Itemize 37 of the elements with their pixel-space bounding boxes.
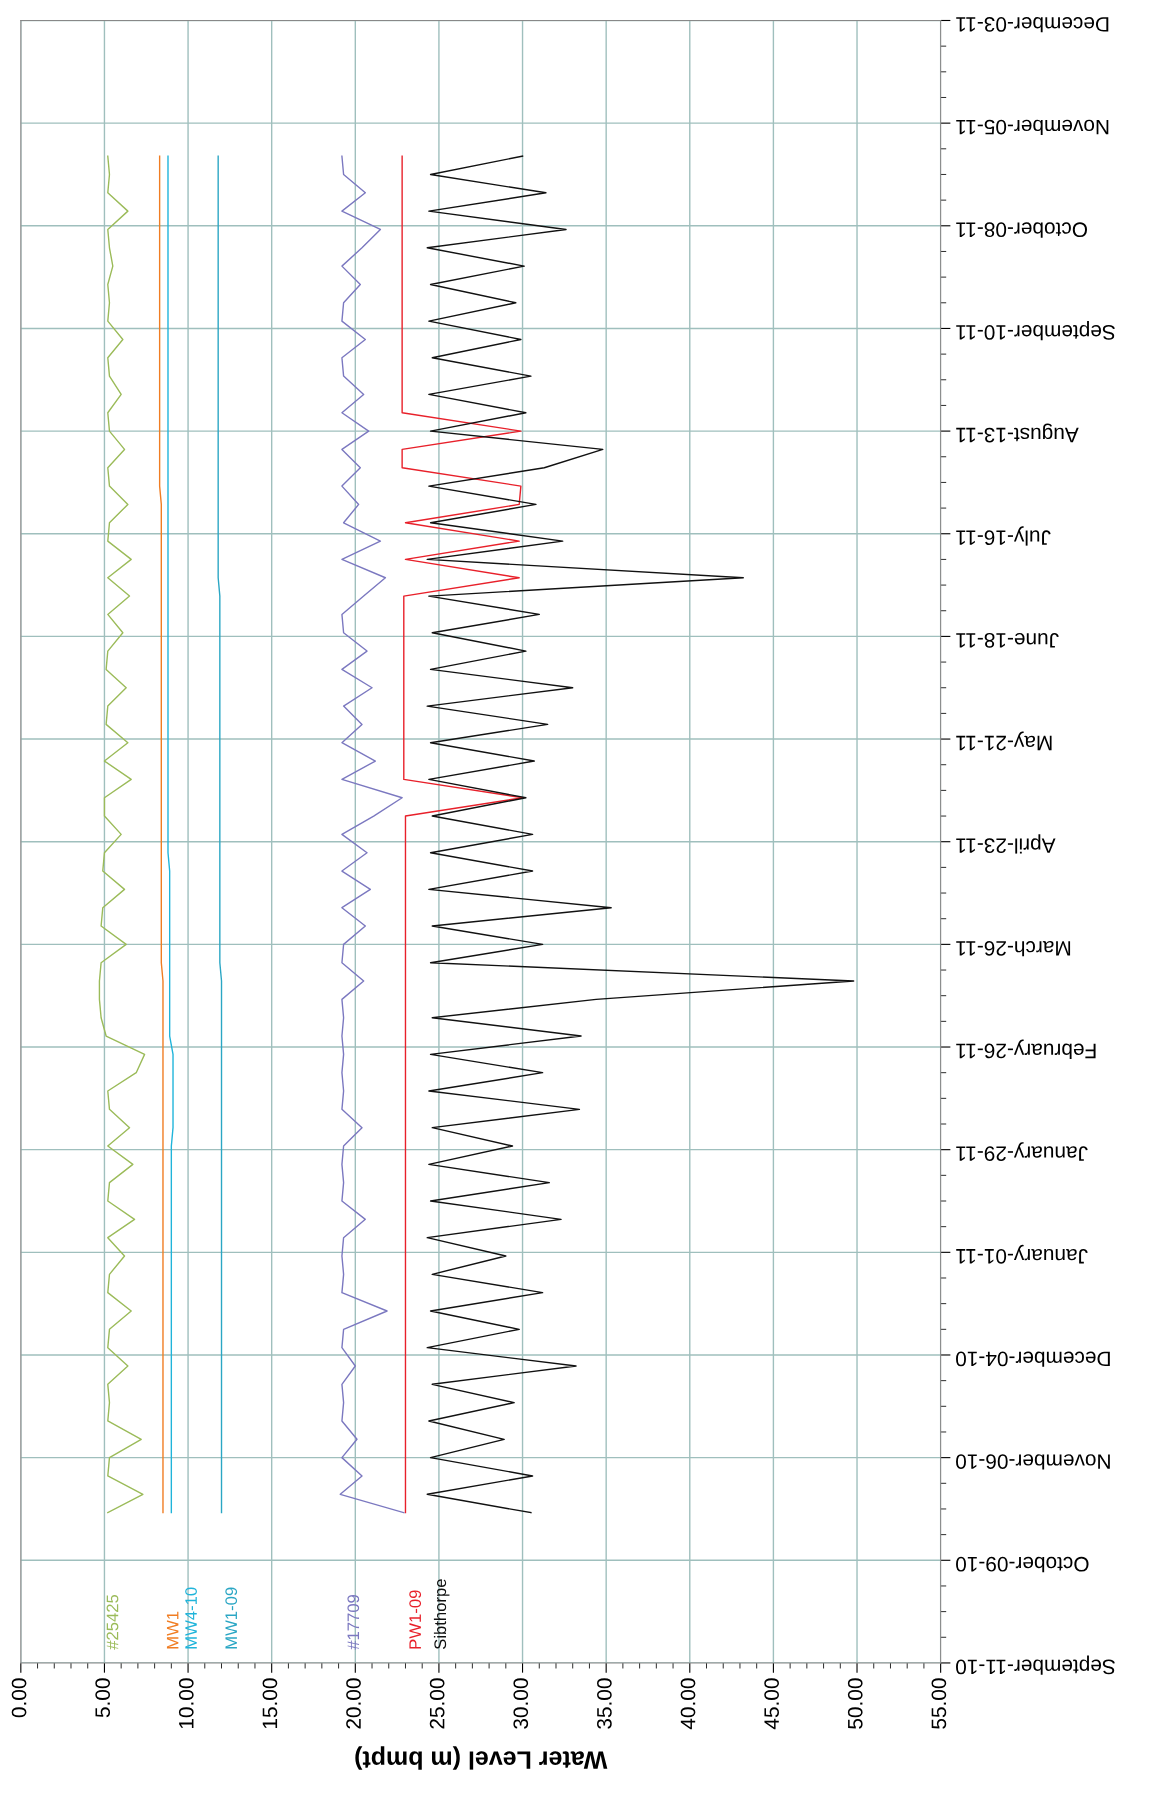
x-tick-label: 25.00	[429, 1678, 445, 1729]
y-tick-label: August-13-11	[956, 423, 1079, 443]
text: #25425	[106, 1594, 119, 1650]
y-tick-label: January-29-11	[956, 1142, 1088, 1161]
text: Sibthorpe	[433, 1579, 450, 1650]
y-tick-label: May-21-11	[956, 731, 1052, 751]
x-tick-label: 35.00	[597, 1678, 612, 1729]
x-tick-label: 45.00	[764, 1678, 779, 1730]
y-tick-label: November-05-11	[956, 119, 1109, 136]
y-tick-label: February-26-11	[956, 1039, 1096, 1059]
x-tick-label: 5.00	[95, 1678, 111, 1718]
y-tick-label: April-23-11	[956, 834, 1056, 854]
x-tick-label: 30.00	[513, 1678, 529, 1729]
text: MW1	[166, 1611, 179, 1649]
y-tick-label: January-01-11	[956, 1244, 1088, 1264]
x-tick-label: 50.00	[847, 1678, 863, 1729]
y-tick-label: October-08-11	[956, 222, 1088, 238]
y-tick-label: September-10-11	[956, 320, 1115, 341]
text: MW4-10	[185, 1587, 197, 1649]
y-tick-label: March-26-11	[956, 940, 1071, 957]
x-tick-label: 20.00	[346, 1678, 361, 1729]
x-tick-label: 0.00	[11, 1678, 27, 1718]
text: PW1-09	[409, 1590, 422, 1649]
y-tick-label: July-16-11	[956, 526, 1051, 546]
y-tick-label: November-06-10	[956, 1454, 1110, 1470]
text: MW1-09	[225, 1587, 238, 1649]
x-tick-label: 15.00	[262, 1678, 278, 1729]
text: #17709	[347, 1594, 360, 1650]
x-tick-label: 55.00	[931, 1678, 947, 1729]
x-tick-label: 40.00	[680, 1678, 696, 1730]
y-tick-label: December-04-10	[956, 1351, 1110, 1367]
y-tick-label: June-18-11	[956, 632, 1059, 648]
y-tick-label: December-03-11	[956, 17, 1109, 33]
x-axis-title: Water Level (m bmpt)	[355, 1746, 608, 1770]
x-tick-label: 10.00	[178, 1678, 194, 1729]
y-tick-label: October-09-10	[956, 1556, 1089, 1573]
y-tick-label: September-11-10	[956, 1655, 1115, 1675]
